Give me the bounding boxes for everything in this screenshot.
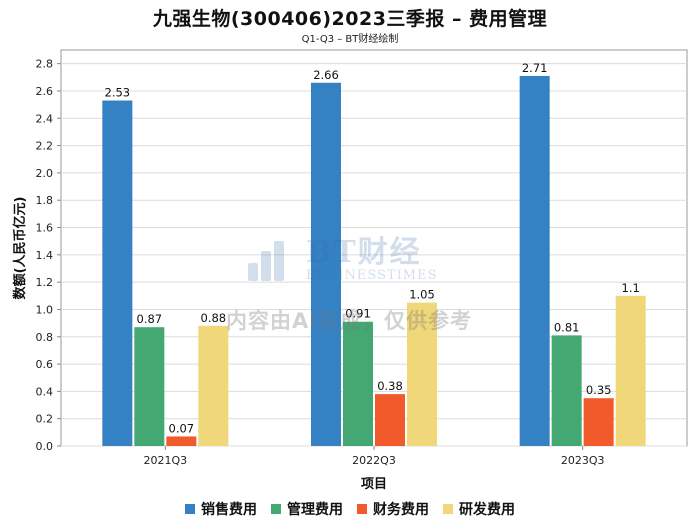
data-label: 2.66 [313, 68, 339, 82]
y-tick-label: 2.4 [36, 112, 54, 125]
data-label: 0.87 [137, 312, 163, 326]
y-tick-label: 2.6 [36, 85, 54, 98]
y-tick-label: 0.6 [36, 358, 54, 371]
chart-legend: 销售费用 管理费用 财务费用 研发费用 [0, 499, 700, 519]
data-label: 0.88 [201, 311, 227, 325]
x-tick-label: 2023Q3 [561, 454, 605, 467]
bar [615, 295, 646, 446]
bar [551, 335, 582, 446]
data-label: 0.81 [554, 320, 580, 334]
bar [166, 436, 197, 446]
legend-item: 研发费用 [443, 499, 515, 519]
data-label: 0.07 [169, 421, 195, 435]
x-tick-label: 2021Q3 [144, 454, 188, 467]
y-tick-label: 0.8 [36, 331, 54, 344]
data-label: 0.35 [586, 383, 612, 397]
legend-swatch [357, 504, 367, 514]
bar [198, 325, 229, 446]
plot-area [60, 49, 688, 447]
y-tick-label: 2.0 [36, 167, 54, 180]
legend-label: 财务费用 [373, 502, 429, 518]
y-tick-label: 1.8 [36, 194, 54, 207]
x-tick-label: 2022Q3 [352, 454, 396, 467]
legend-item: 财务费用 [357, 499, 429, 519]
bar [583, 398, 614, 446]
legend-swatch [443, 504, 453, 514]
legend-item: 管理费用 [271, 499, 343, 519]
y-tick-label: 0.4 [36, 385, 54, 398]
chart-title: 九强生物(300406)2023三季报 – 费用管理 [152, 8, 548, 30]
y-tick-label: 1.6 [36, 222, 54, 235]
legend-label: 研发费用 [459, 502, 515, 518]
data-label: 0.38 [377, 379, 403, 393]
legend-swatch [271, 504, 281, 514]
y-tick-label: 2.8 [36, 58, 54, 71]
y-tick-label: 0.0 [36, 440, 54, 453]
bar [407, 302, 437, 446]
y-tick-label: 1.0 [36, 303, 54, 316]
data-label: 2.71 [522, 61, 548, 75]
bar [134, 327, 165, 446]
bar [102, 100, 133, 446]
x-axis-label: 项目 [361, 477, 387, 492]
y-tick-label: 0.2 [36, 413, 54, 426]
legend-item: 销售费用 [185, 499, 257, 519]
bar [343, 321, 373, 446]
bar [375, 394, 405, 446]
data-label: 2.53 [105, 86, 131, 100]
legend-label: 管理费用 [287, 502, 343, 518]
data-label: 1.05 [409, 288, 435, 302]
chart-subtitle: Q1-Q3 – BT财经绘制 [301, 34, 399, 45]
legend-label: 销售费用 [201, 502, 257, 518]
legend-swatch [185, 504, 195, 514]
bar [519, 75, 550, 446]
y-tick-label: 1.2 [36, 276, 54, 289]
y-axis-label: 数额(人民币亿元) [12, 197, 28, 300]
data-label: 0.91 [345, 307, 371, 321]
data-label: 1.1 [622, 281, 640, 295]
y-tick-label: 1.4 [36, 249, 54, 262]
y-tick-label: 2.2 [36, 140, 54, 153]
bar [311, 82, 341, 447]
